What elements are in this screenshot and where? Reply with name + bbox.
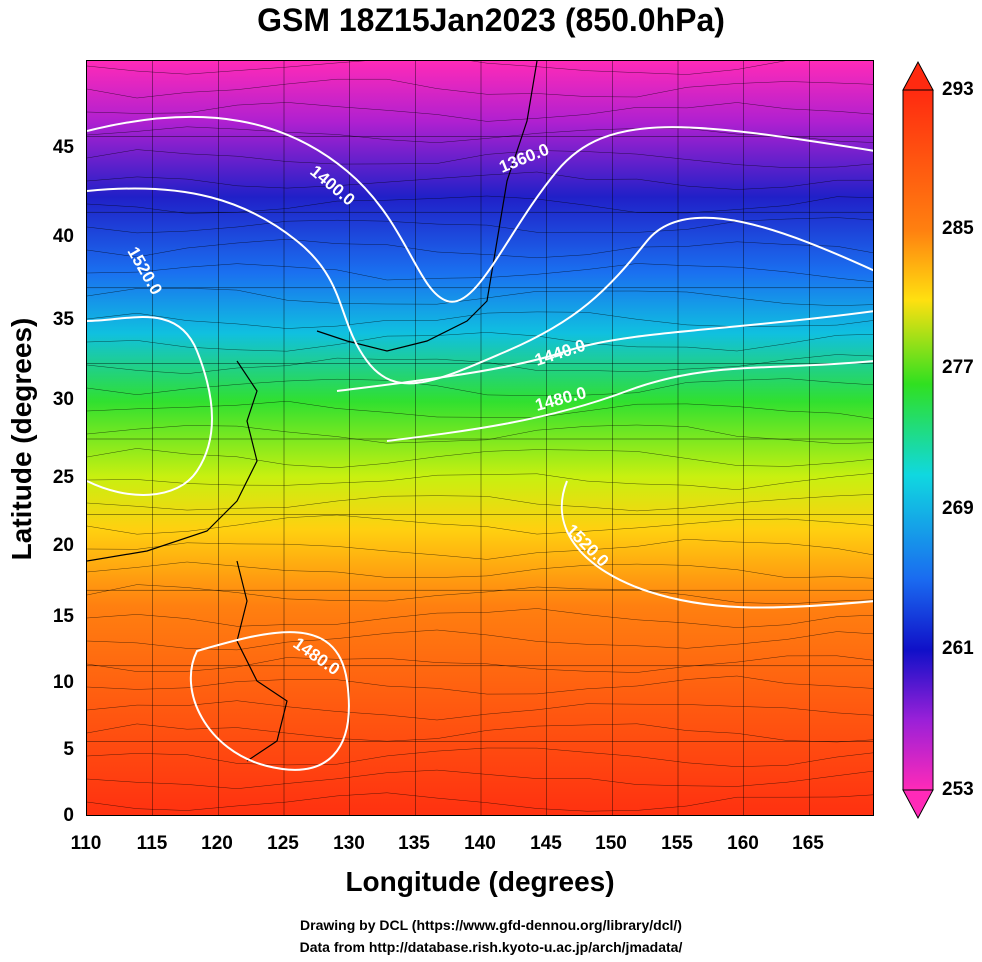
- streamline: [87, 311, 873, 329]
- x-axis-label: Longitude (degrees): [345, 866, 615, 897]
- x-tick-label: 150: [595, 833, 627, 854]
- x-tick-label: 155: [661, 833, 693, 854]
- height-contours: [87, 115, 873, 771]
- credit-drawing: Drawing by DCL (https://www.gfd-dennou.o…: [300, 917, 682, 933]
- x-tick-label: 115: [136, 833, 168, 854]
- streamline: [87, 126, 873, 143]
- map-plot-area: 1360.0 1400.0 1520.0 1440.0 1480.0 1520.…: [86, 60, 874, 816]
- streamline: [87, 171, 873, 190]
- streamline: [87, 629, 873, 651]
- temperature-field: [87, 61, 873, 815]
- streamline: [87, 700, 873, 721]
- x-tick-label: 140: [464, 833, 496, 854]
- streamline: [87, 102, 873, 122]
- streamline: [87, 424, 873, 444]
- coastline-philippines: [236, 560, 288, 762]
- colorbar-tick-label: 253: [942, 779, 974, 800]
- streamline: [87, 473, 873, 490]
- streamline: [87, 584, 873, 605]
- streamline: [87, 448, 873, 468]
- coastlines: [87, 61, 538, 762]
- streamline: [87, 354, 873, 374]
- colorbar-lower-arrow: [902, 789, 934, 820]
- contour-line: [336, 310, 873, 392]
- y-tick-label: 15: [52, 606, 74, 627]
- colorbar-tick-label: 277: [942, 357, 974, 378]
- colorbar-upper-arrow: [902, 60, 934, 91]
- map-gridlines: [87, 61, 873, 815]
- colorbar-scale: [902, 89, 934, 791]
- colorbar-tick-label: 269: [942, 498, 974, 519]
- streamline: [87, 149, 873, 168]
- contour-line: [560, 480, 873, 609]
- wind-streamlines: [87, 61, 873, 815]
- contour-line: [189, 631, 350, 771]
- x-tick-label: 145: [530, 833, 562, 854]
- x-tick-label: 135: [398, 833, 430, 854]
- streamline: [87, 494, 873, 512]
- colorbar: [902, 60, 934, 820]
- chart-title: GSM 18Z15Jan2023 (850.0hPa): [257, 2, 725, 38]
- y-axis-label: Latitude (degrees): [6, 317, 37, 561]
- contour-line: [87, 316, 213, 496]
- streamline: [87, 332, 873, 352]
- streamline: [87, 655, 873, 673]
- streamline: [87, 723, 873, 743]
- streamline: [87, 61, 786, 75]
- streamline: [87, 561, 873, 579]
- streamline: [87, 514, 873, 535]
- y-tick-label: 25: [52, 467, 74, 488]
- x-tick-label: 110: [70, 833, 102, 854]
- credit-data: Data from http://database.rish.kyoto-u.a…: [299, 939, 683, 955]
- streamline: [87, 238, 873, 259]
- colorbar-tick-label: 285: [942, 218, 974, 239]
- contour-line: [87, 115, 873, 303]
- y-tick-label: 20: [52, 535, 74, 556]
- x-tick-label: 130: [333, 833, 365, 854]
- x-tick-label: 120: [201, 833, 233, 854]
- streamline: [87, 792, 873, 812]
- x-tick-label: 165: [792, 833, 824, 854]
- x-tick-label: 125: [267, 833, 299, 854]
- streamline: [87, 675, 873, 695]
- streamline: [87, 378, 873, 396]
- coastline-japan: [316, 61, 538, 352]
- streamline: [785, 814, 788, 815]
- streamline: [87, 747, 873, 767]
- y-tick-label: 5: [63, 739, 74, 760]
- streamline: [87, 538, 873, 560]
- y-tick-label: 0: [63, 805, 74, 826]
- streamline: [87, 400, 873, 419]
- colorbar-tick-label: 261: [942, 638, 974, 659]
- streamline: [87, 263, 873, 282]
- x-tick-label: 160: [727, 833, 759, 854]
- y-tick-label: 35: [52, 309, 74, 330]
- y-tick-label: 45: [52, 137, 74, 158]
- colorbar-tick-label: 293: [942, 79, 974, 100]
- streamline: [87, 78, 873, 99]
- y-tick-label: 40: [52, 226, 74, 247]
- contour-line: [386, 360, 873, 442]
- streamline: [87, 608, 873, 628]
- coastline-asia: [87, 360, 258, 562]
- y-tick-label: 30: [52, 389, 74, 410]
- streamline: [87, 769, 873, 789]
- streamline: [87, 217, 873, 234]
- contour-line: [87, 187, 873, 385]
- y-tick-label: 10: [52, 672, 74, 693]
- streamline: [87, 195, 873, 214]
- temperature-map: 1360.0 1400.0 1520.0 1440.0 1480.0 1520.…: [87, 61, 873, 815]
